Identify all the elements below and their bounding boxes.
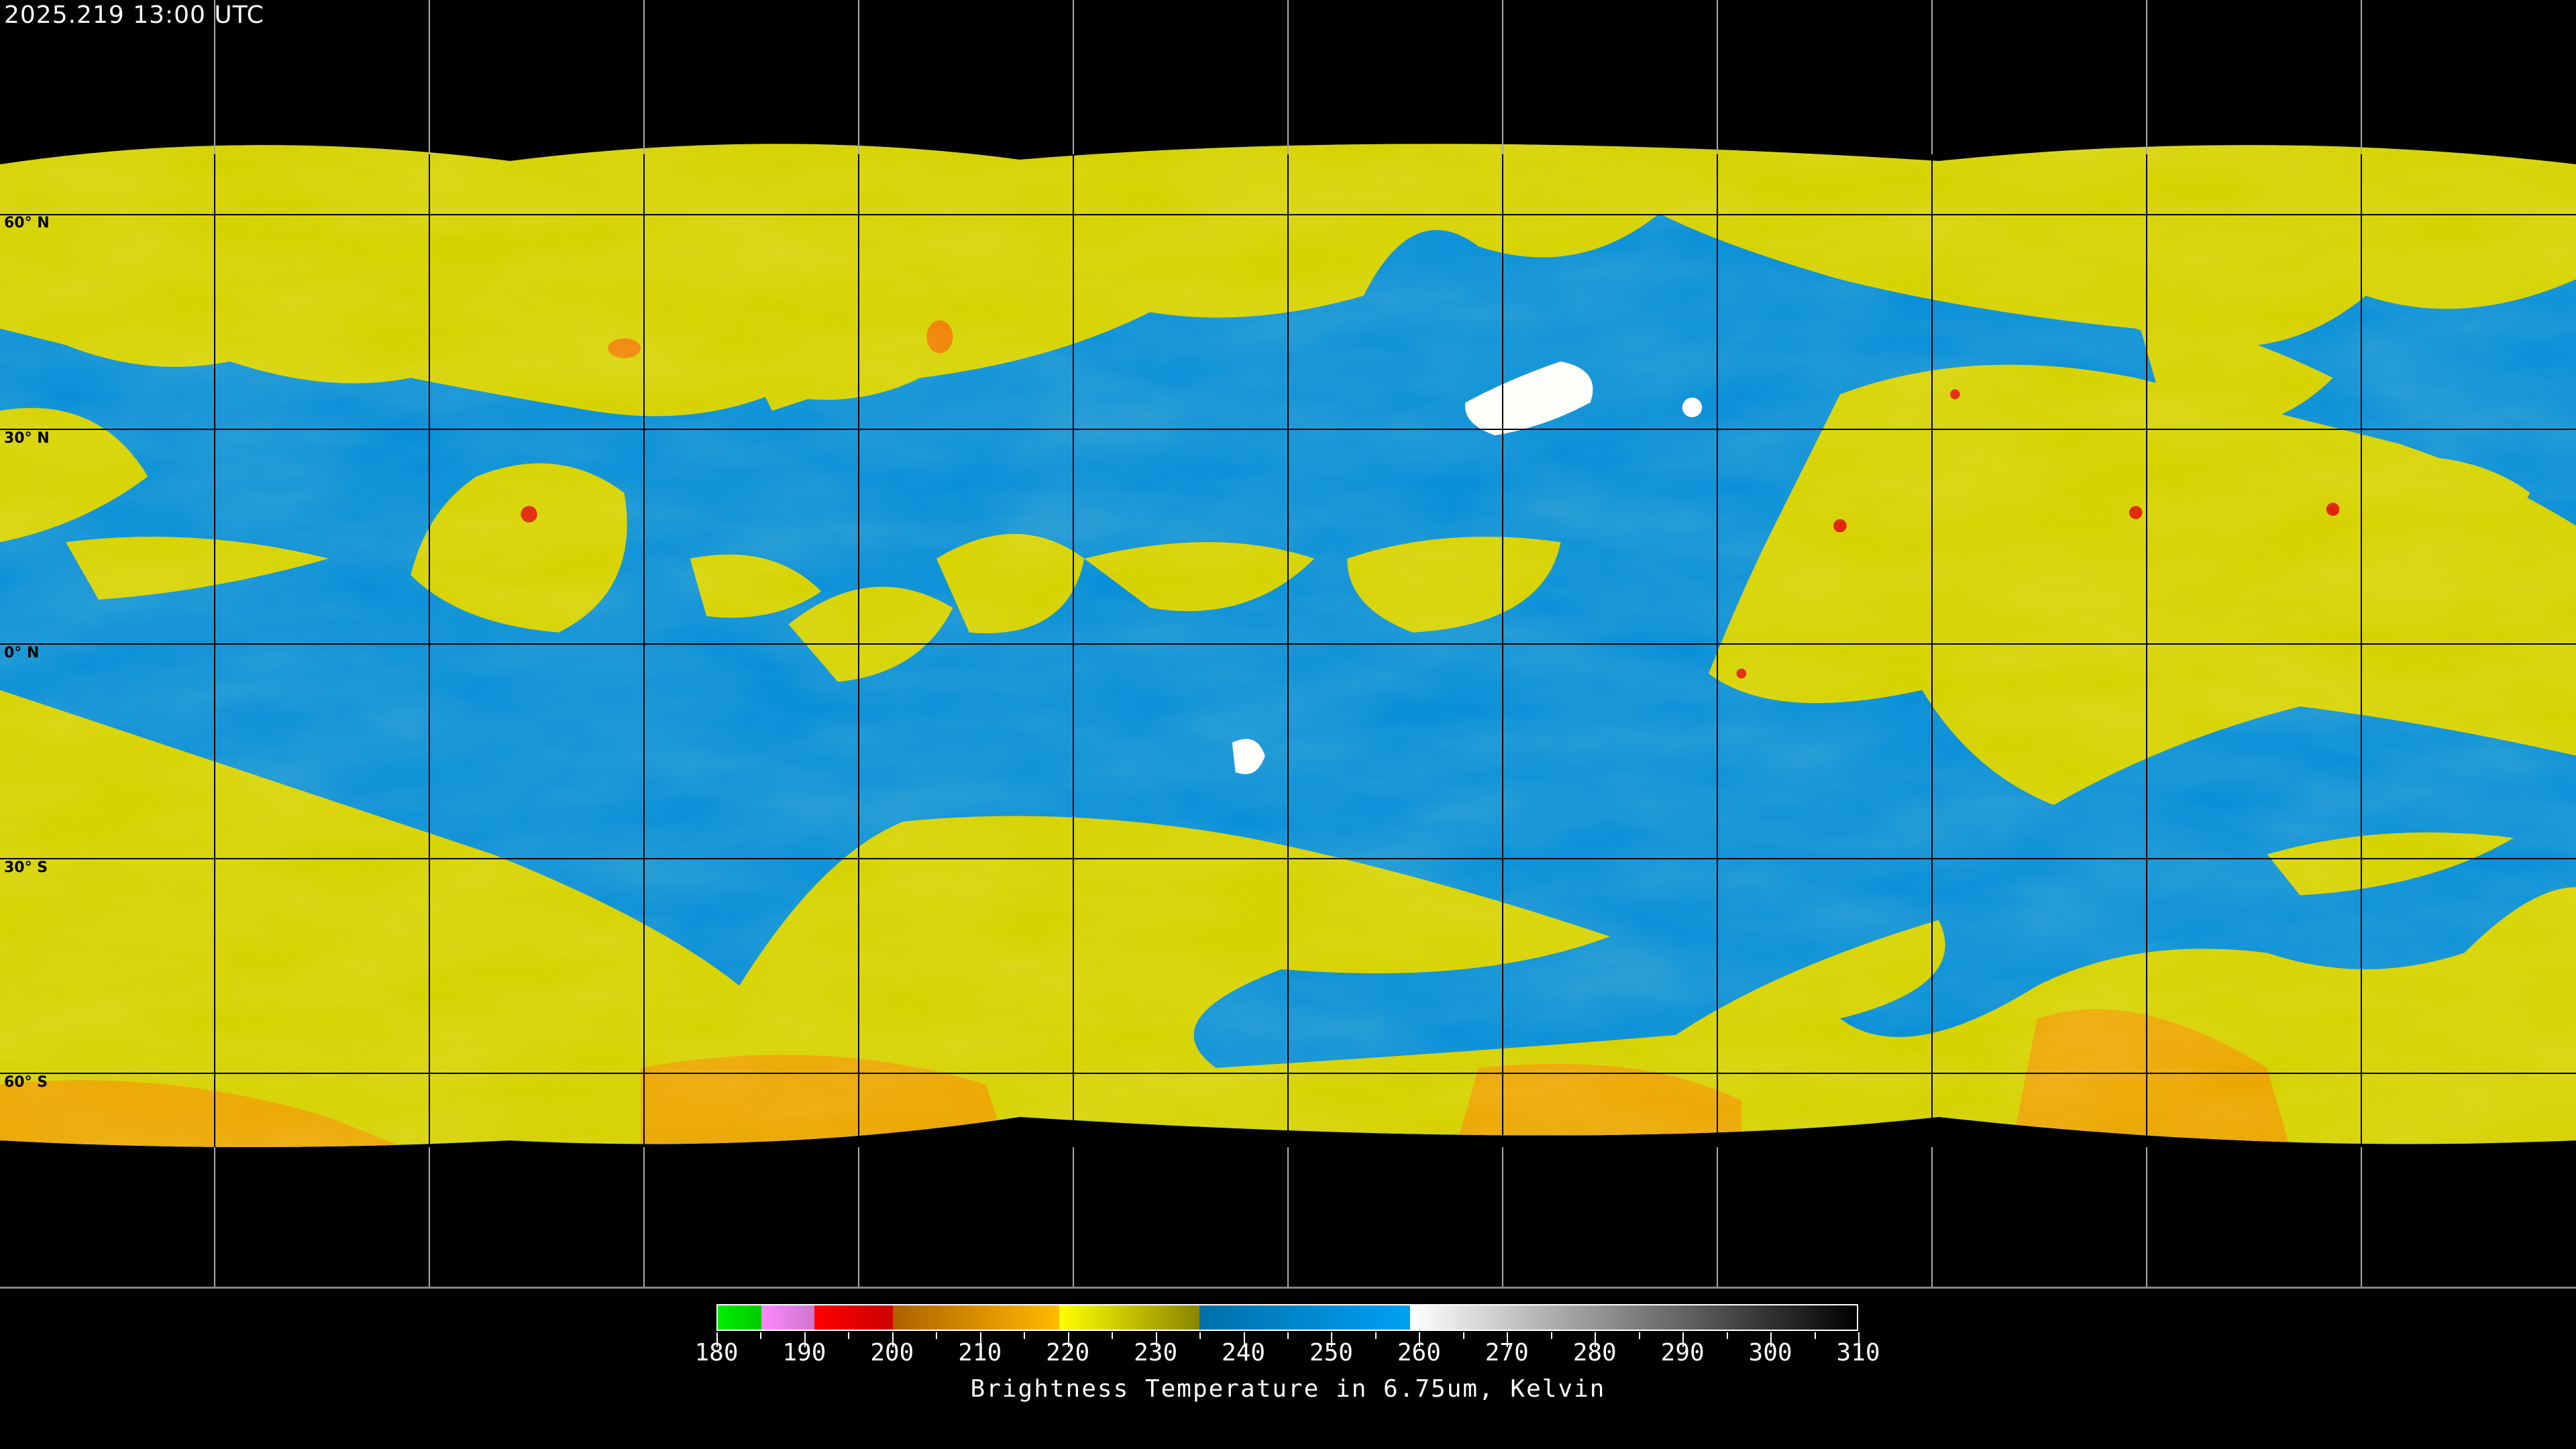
colorbar-tick-label: 270 [1485, 1339, 1529, 1366]
lat-label-30n: 30° N [4, 430, 50, 447]
colorbar-tick-label: 210 [958, 1339, 1002, 1366]
colorbar-tick [1770, 1332, 1772, 1347]
colorbar-segment [1199, 1305, 1410, 1330]
colorbar-tick [1024, 1332, 1026, 1339]
colorbar-segment [1409, 1305, 1857, 1330]
colorbar-tick-label: 190 [782, 1339, 826, 1366]
colorbar-tick [1199, 1332, 1201, 1339]
lat-label-0n: 0° N [4, 645, 40, 661]
colorbar-tick [804, 1332, 806, 1347]
colorbar-tick [1858, 1332, 1860, 1347]
colorbar-segment [718, 1305, 762, 1330]
colorbar-tick-label: 280 [1572, 1339, 1617, 1366]
colorbar-tick [979, 1332, 981, 1347]
colorbar-tick [1375, 1332, 1377, 1339]
colorbar-tick-label: 200 [870, 1339, 914, 1366]
colorbar-tick-label: 220 [1046, 1339, 1090, 1366]
colorbar-tick [1682, 1332, 1684, 1347]
map-bottom-border [0, 1287, 2576, 1289]
colorbar-segment [814, 1305, 894, 1330]
satellite-map [0, 0, 2576, 1287]
lat-label-60n: 60° N [4, 215, 50, 231]
colorbar-tick [1550, 1332, 1552, 1339]
colorbar-segment [893, 1305, 1060, 1330]
colorbar-tick-label: 260 [1397, 1339, 1441, 1366]
colorbar-tick [1419, 1332, 1421, 1347]
colorbar-tick [1287, 1332, 1289, 1339]
colorbar-tick [1595, 1332, 1597, 1347]
colorbar-tick [716, 1332, 718, 1347]
colorbar-title: Brightness Temperature in 6.75um, Kelvin [970, 1375, 1606, 1403]
colorbar [716, 1304, 1858, 1331]
graticule [0, 0, 2576, 1287]
colorbar-tick-label: 230 [1134, 1339, 1178, 1366]
colorbar-tick [1462, 1332, 1464, 1339]
colorbar-tick [760, 1332, 762, 1339]
colorbar-tick [1112, 1332, 1114, 1339]
colorbar-tick [1243, 1332, 1245, 1347]
colorbar-tick-label: 310 [1836, 1339, 1880, 1366]
colorbar-tick-label: 290 [1660, 1339, 1705, 1366]
colorbar-tick [1155, 1332, 1157, 1347]
timestamp: 2025.219 13:00 UTC [4, 1, 264, 29]
lat-label-30s: 30° S [4, 859, 48, 876]
colorbar-tick [1726, 1332, 1728, 1339]
colorbar-tick-label: 180 [694, 1339, 739, 1366]
colorbar-tick [1814, 1332, 1816, 1339]
colorbar-tick [1507, 1332, 1509, 1347]
colorbar-tick [1067, 1332, 1069, 1347]
colorbar-tick [1638, 1332, 1640, 1339]
colorbar-tick [848, 1332, 850, 1339]
colorbar-tick [892, 1332, 894, 1347]
colorbar-tick-label: 300 [1748, 1339, 1792, 1366]
lat-label-60s: 60° S [4, 1074, 48, 1091]
colorbar-tick [936, 1332, 938, 1339]
colorbar-tick-label: 240 [1222, 1339, 1266, 1366]
colorbar-tick-label: 250 [1309, 1339, 1353, 1366]
colorbar-segment [761, 1305, 814, 1330]
colorbar-segment [1059, 1305, 1200, 1330]
colorbar-tick [1331, 1332, 1333, 1347]
